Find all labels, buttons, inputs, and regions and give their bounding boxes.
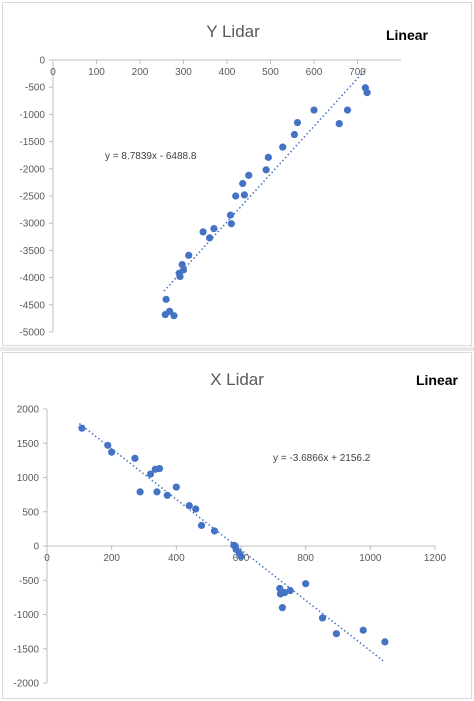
data-point bbox=[281, 588, 289, 597]
x-tick-label: 1200 bbox=[424, 553, 447, 564]
data-point bbox=[245, 171, 253, 179]
data-point bbox=[227, 220, 235, 228]
y-lidar-chart-panel: Y Lidar Linear y = 8.7839x - 6488.8 0 100… bbox=[2, 2, 472, 346]
data-point bbox=[232, 192, 240, 200]
data-point bbox=[165, 307, 174, 315]
data-point bbox=[381, 638, 389, 646]
data-point bbox=[343, 106, 352, 114]
data-point bbox=[185, 251, 193, 259]
chart-title: Y Lidar bbox=[206, 22, 260, 41]
x-tick-label: 200 bbox=[103, 553, 120, 564]
x-lidar-chart: X Lidar Linear y = -3.6866x + 2156.2 0 20… bbox=[13, 370, 459, 690]
x-tick-label: 600 bbox=[306, 67, 323, 78]
x-tick-label: 800 bbox=[297, 553, 314, 564]
data-point bbox=[197, 521, 206, 530]
y-tick-label: 500 bbox=[22, 507, 39, 518]
data-point bbox=[318, 614, 327, 622]
x-tick-label: 0 bbox=[44, 553, 50, 564]
x-lidar-chart-panel: X Lidar Linear y = -3.6866x + 2156.2 0 20… bbox=[2, 352, 472, 699]
data-point bbox=[302, 580, 310, 588]
trendline bbox=[163, 68, 367, 292]
data-point bbox=[240, 191, 248, 199]
y-tick-label: -500 bbox=[25, 83, 45, 94]
trendline bbox=[78, 422, 384, 662]
data-point bbox=[153, 488, 161, 496]
data-point bbox=[310, 106, 318, 114]
data-point bbox=[131, 454, 139, 462]
y-tick-label: -2500 bbox=[19, 192, 45, 203]
y-tick-label: -1500 bbox=[13, 644, 39, 655]
y-tick-label: 1000 bbox=[17, 473, 40, 484]
data-point bbox=[163, 491, 171, 499]
trendline-equation: y = -3.6866x + 2156.2 bbox=[273, 453, 371, 464]
y-tick-label: -1000 bbox=[13, 610, 39, 621]
data-point bbox=[226, 211, 235, 219]
y-tick-label: 0 bbox=[33, 542, 39, 553]
data-point bbox=[210, 527, 219, 535]
data-point bbox=[262, 166, 270, 174]
trendline-equation: y = 8.7839x - 6488.8 bbox=[105, 151, 197, 162]
data-point bbox=[290, 130, 299, 139]
y-tick-label: 1500 bbox=[17, 439, 40, 450]
y-tick-label: -1000 bbox=[19, 110, 45, 121]
trendline-type-label: Linear bbox=[386, 27, 429, 43]
data-point bbox=[178, 260, 186, 269]
data-point bbox=[172, 483, 180, 491]
data-point bbox=[170, 312, 178, 320]
x-tick-label: 400 bbox=[219, 67, 236, 78]
data-point bbox=[179, 266, 188, 274]
data-point bbox=[286, 586, 294, 595]
x-tick-label: 400 bbox=[168, 553, 185, 564]
data-point bbox=[293, 118, 302, 127]
data-point bbox=[192, 505, 200, 513]
data-point bbox=[155, 464, 164, 473]
y-tick-label: -1500 bbox=[19, 137, 45, 148]
data-point bbox=[239, 179, 247, 188]
data-point bbox=[278, 604, 286, 612]
y-tick-label: -500 bbox=[19, 576, 39, 587]
panel-divider bbox=[0, 347, 474, 351]
data-point bbox=[199, 228, 207, 236]
data-point bbox=[276, 584, 284, 593]
data-point bbox=[237, 552, 245, 560]
x-tick-label: 0 bbox=[50, 67, 56, 78]
y-tick-label: -2000 bbox=[13, 679, 39, 690]
y-tick-label: -4500 bbox=[19, 300, 45, 311]
data-point bbox=[332, 630, 340, 638]
trendline-type-label: Linear bbox=[416, 372, 459, 388]
x-tick-label: 100 bbox=[88, 67, 105, 78]
data-point bbox=[264, 153, 272, 161]
data-point bbox=[104, 441, 112, 449]
data-point bbox=[210, 225, 218, 233]
y-lidar-chart: Y Lidar Linear y = 8.7839x - 6488.8 0 100… bbox=[19, 22, 429, 339]
y-tick-label: -3000 bbox=[19, 219, 45, 230]
y-tick-label: -4000 bbox=[19, 273, 45, 284]
y-tick-label: -5000 bbox=[19, 328, 45, 339]
y-tick-label: -2000 bbox=[19, 164, 45, 175]
x-tick-label: 1000 bbox=[359, 553, 382, 564]
x-tick-label: 500 bbox=[262, 67, 279, 78]
y-tick-label: 2000 bbox=[17, 405, 40, 416]
x-tick-label: 200 bbox=[132, 67, 149, 78]
data-point bbox=[335, 120, 343, 128]
y-tick-label: 0 bbox=[39, 56, 45, 67]
data-point bbox=[185, 501, 193, 510]
data-point bbox=[146, 470, 155, 478]
data-point bbox=[359, 626, 367, 634]
data-point bbox=[279, 143, 287, 151]
data-point bbox=[363, 89, 371, 97]
x-tick-label: 300 bbox=[175, 67, 192, 78]
chart-title: X Lidar bbox=[210, 370, 264, 389]
data-point bbox=[176, 272, 184, 281]
data-point bbox=[162, 295, 170, 303]
data-point bbox=[206, 234, 214, 242]
data-point bbox=[136, 488, 144, 496]
data-point bbox=[108, 448, 116, 456]
data-point bbox=[78, 424, 86, 432]
y-tick-label: -3500 bbox=[19, 246, 45, 257]
x-tick-label: 700 bbox=[349, 67, 366, 78]
